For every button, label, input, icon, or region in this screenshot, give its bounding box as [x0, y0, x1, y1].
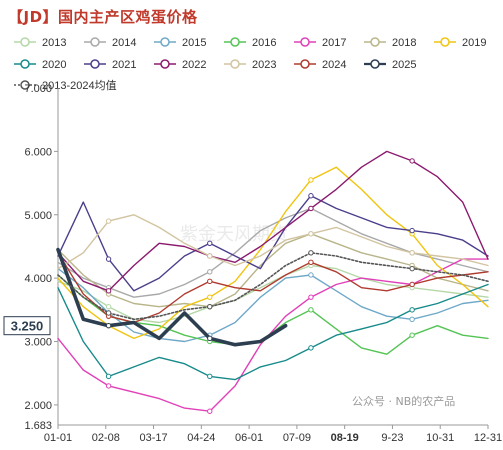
point-2016	[308, 307, 314, 313]
point-2023	[105, 218, 112, 224]
watermark-corner: 公众号 · NB的农产品	[352, 394, 455, 408]
y-tick-label: 5.000	[24, 210, 52, 222]
x-tick-label: 04-24	[187, 432, 215, 444]
legend-label-2013-2024均值: 2013-2024均值	[42, 79, 117, 92]
series-line-2015	[57, 267, 489, 343]
point-2013-2024均值	[105, 310, 112, 316]
legend-label-2017: 2017	[322, 37, 346, 49]
point-2017	[308, 294, 314, 300]
legend-label-2021: 2021	[112, 59, 136, 71]
x-tick-label: 01-01	[44, 432, 72, 444]
legend-label-2019: 2019	[462, 37, 486, 49]
legend-marker-2017	[300, 37, 310, 47]
point-2021	[409, 227, 415, 234]
y-top-label: 7.000	[24, 83, 52, 95]
point-2025	[207, 335, 213, 342]
legend-marker-2013-2024均值	[20, 80, 30, 90]
point-2016	[409, 332, 415, 338]
point-2014	[207, 269, 213, 275]
y-tick-label: 3.000	[24, 337, 52, 349]
current-value-label: 3.250	[11, 319, 44, 334]
y-tick-label: 6.000	[24, 146, 52, 158]
y-min-label: 1.683	[24, 420, 52, 432]
legend-label-2018: 2018	[392, 37, 416, 49]
point-2022	[409, 158, 415, 164]
y-tick-label: 4.000	[24, 273, 52, 285]
series-line-2013-2024均值	[57, 252, 489, 321]
series-line-2018	[57, 233, 489, 308]
series-line-2017	[57, 258, 489, 412]
point-2023	[207, 253, 213, 259]
legend-label-2015: 2015	[182, 37, 206, 49]
x-tick-label: 07-09	[283, 432, 311, 444]
legend-label-2016: 2016	[252, 37, 276, 49]
point-2020	[308, 345, 314, 351]
point-2024	[409, 281, 415, 288]
point-2020	[207, 373, 213, 380]
point-2013	[105, 303, 112, 310]
legend-marker-2014	[90, 37, 100, 47]
point-2015	[409, 316, 415, 323]
point-2023	[409, 250, 415, 256]
legend-marker-2013	[20, 37, 30, 47]
point-2023	[308, 231, 314, 237]
x-tick-label: 10-31	[426, 432, 454, 444]
legend-label-2024: 2024	[322, 59, 346, 71]
legend-label-2020: 2020	[42, 59, 66, 71]
legend-marker-2019	[440, 37, 450, 47]
series-line-2022	[57, 150, 489, 292]
series-line-2013	[57, 264, 489, 324]
point-2015	[308, 272, 314, 278]
point-2021	[308, 193, 314, 199]
x-tick-label: 02-08	[92, 432, 120, 444]
x-tick-label: 06-01	[235, 432, 263, 444]
point-2025	[105, 322, 112, 329]
series-line-2020	[57, 283, 489, 381]
legend-label-2025: 2025	[392, 59, 416, 71]
x-tick-label: 03-17	[139, 432, 167, 444]
series-line-2019	[57, 166, 489, 340]
x-tick-label: 9-23	[381, 432, 403, 444]
legend-marker-2021	[90, 59, 100, 69]
series-line-2014	[57, 207, 489, 298]
point-2024	[308, 259, 314, 265]
legend-label-2014: 2014	[112, 37, 136, 49]
legend-label-2022: 2022	[182, 59, 206, 71]
point-2013-2024均值	[308, 250, 314, 256]
legend-label-2023: 2023	[252, 59, 276, 71]
legend-marker-2015	[160, 37, 170, 47]
point-2017	[105, 383, 112, 389]
watermark-center: 紫金天风期货	[180, 224, 288, 245]
legend-marker-2018	[370, 37, 380, 47]
point-2020	[105, 373, 112, 380]
legend-marker-2025	[370, 59, 380, 69]
chart-title: 【JD】国内主产区鸡蛋价格	[8, 8, 198, 26]
legend-marker-2024	[300, 59, 310, 69]
legend-marker-2022	[160, 59, 170, 69]
point-2021	[105, 256, 112, 262]
x-tick-label: 08-19	[331, 432, 359, 444]
legend-marker-2016	[230, 37, 240, 47]
current-value-box	[3, 316, 51, 336]
point-2020	[409, 307, 415, 313]
legend-marker-2020	[20, 59, 30, 69]
point-2019	[308, 177, 314, 183]
legend-marker-2023	[230, 59, 240, 69]
y-tick-label: 2.000	[24, 400, 52, 412]
point-2024	[207, 278, 213, 285]
point-2013-2024均值	[409, 265, 415, 272]
point-2017	[207, 408, 213, 414]
legend-label-2013: 2013	[42, 37, 66, 49]
x-tick-label: 12-31	[474, 432, 502, 444]
point-2013-2024均值	[207, 303, 213, 310]
point-2021	[207, 240, 213, 246]
series-line-2025	[56, 247, 288, 347]
point-2022	[308, 205, 314, 212]
point-2019	[207, 294, 213, 300]
point-2022	[105, 288, 112, 294]
series-line-2023	[57, 214, 489, 270]
